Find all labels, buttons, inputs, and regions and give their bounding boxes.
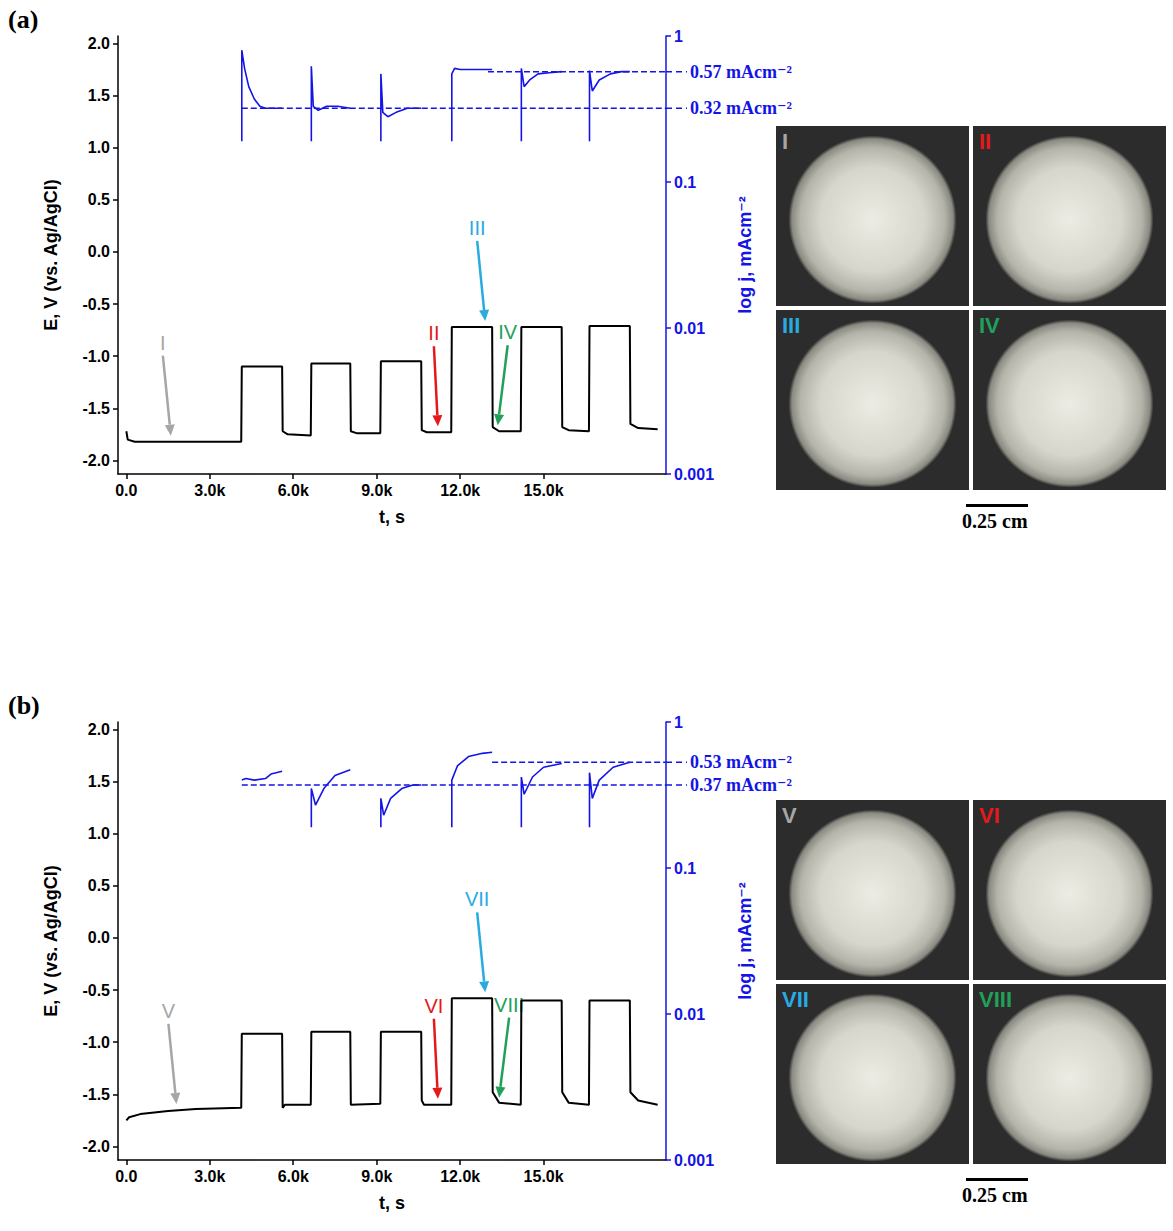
html-text:VII: VII <box>782 987 809 1012</box>
svg-text:12.0k: 12.0k <box>440 482 480 499</box>
svg-text:2.0: 2.0 <box>88 35 110 52</box>
svg-text:0.53 mAcm⁻²: 0.53 mAcm⁻² <box>690 752 792 772</box>
html-text:II: II <box>979 129 992 154</box>
svg-text:II: II <box>428 322 439 344</box>
svg-text:0.1: 0.1 <box>674 860 696 877</box>
svg-text:1: 1 <box>674 28 683 45</box>
svg-text:9.0k: 9.0k <box>361 482 392 499</box>
svg-text:E, V (vs. Ag/AgCl): E, V (vs. Ag/AgCl) <box>41 865 61 1016</box>
svg-text:I: I <box>160 332 166 354</box>
svg-text:III: III <box>469 217 486 239</box>
svg-text:9.0k: 9.0k <box>361 1168 392 1185</box>
svg-text:0.32 mAcm⁻²: 0.32 mAcm⁻² <box>690 98 792 118</box>
svg-text:-0.5: -0.5 <box>82 982 110 999</box>
svg-text:12.0k: 12.0k <box>440 1168 480 1185</box>
svg-text:-1.0: -1.0 <box>82 1034 110 1051</box>
svg-text:1.0: 1.0 <box>88 825 110 842</box>
svg-text:15.0k: 15.0k <box>524 1168 564 1185</box>
svg-text:-2.0: -2.0 <box>82 452 110 469</box>
svg-text:E, V (vs. Ag/AgCl): E, V (vs. Ag/AgCl) <box>41 179 61 330</box>
svg-text:6.0k: 6.0k <box>278 482 309 499</box>
svg-text:(b): (b) <box>8 691 40 720</box>
svg-text:0.0: 0.0 <box>115 482 137 499</box>
svg-text:VII: VII <box>465 888 489 910</box>
svg-text:IV: IV <box>498 321 518 343</box>
svg-text:1: 1 <box>674 714 683 731</box>
svg-text:0.01: 0.01 <box>674 320 705 337</box>
svg-text:log j, mAcm⁻²: log j, mAcm⁻² <box>735 196 755 314</box>
svg-text:0.57 mAcm⁻²: 0.57 mAcm⁻² <box>690 62 792 82</box>
html-text:I: I <box>782 129 789 154</box>
svg-text:-2.0: -2.0 <box>82 1138 110 1155</box>
html-text:VI: VI <box>979 803 1000 828</box>
svg-text:0.37 mAcm⁻²: 0.37 mAcm⁻² <box>690 775 792 795</box>
html-text:VIII: VIII <box>979 987 1012 1012</box>
svg-text:0.0: 0.0 <box>88 929 110 946</box>
html-text:V: V <box>782 803 797 828</box>
svg-text:0.0: 0.0 <box>115 1168 137 1185</box>
svg-text:VIII: VIII <box>494 994 524 1016</box>
svg-text:0.01: 0.01 <box>674 1006 705 1023</box>
svg-text:0.1: 0.1 <box>674 174 696 191</box>
html-text:0.25 cm: 0.25 cm <box>962 1184 1028 1206</box>
html-text:III: III <box>782 313 801 338</box>
svg-text:(a): (a) <box>8 5 38 34</box>
svg-text:-1.0: -1.0 <box>82 348 110 365</box>
svg-text:15.0k: 15.0k <box>524 482 564 499</box>
svg-text:t, s: t, s <box>379 1193 405 1213</box>
svg-text:1.0: 1.0 <box>88 139 110 156</box>
html-text:IV: IV <box>979 313 1000 338</box>
svg-text:0.5: 0.5 <box>88 877 110 894</box>
svg-text:3.0k: 3.0k <box>194 1168 225 1185</box>
svg-text:0.001: 0.001 <box>674 466 714 483</box>
svg-text:t, s: t, s <box>379 507 405 527</box>
svg-text:0.0: 0.0 <box>88 243 110 260</box>
svg-text:2.0: 2.0 <box>88 721 110 738</box>
svg-text:V: V <box>162 1000 176 1022</box>
svg-text:-1.5: -1.5 <box>82 1086 110 1103</box>
html-text:0.25 cm: 0.25 cm <box>962 510 1028 532</box>
svg-text:0.001: 0.001 <box>674 1152 714 1169</box>
svg-text:-0.5: -0.5 <box>82 296 110 313</box>
svg-text:6.0k: 6.0k <box>278 1168 309 1185</box>
svg-text:1.5: 1.5 <box>88 87 110 104</box>
svg-text:3.0k: 3.0k <box>194 482 225 499</box>
svg-text:VI: VI <box>424 995 443 1017</box>
svg-text:0.5: 0.5 <box>88 191 110 208</box>
svg-text:log j, mAcm⁻²: log j, mAcm⁻² <box>735 882 755 1000</box>
svg-text:-1.5: -1.5 <box>82 400 110 417</box>
svg-text:1.5: 1.5 <box>88 773 110 790</box>
